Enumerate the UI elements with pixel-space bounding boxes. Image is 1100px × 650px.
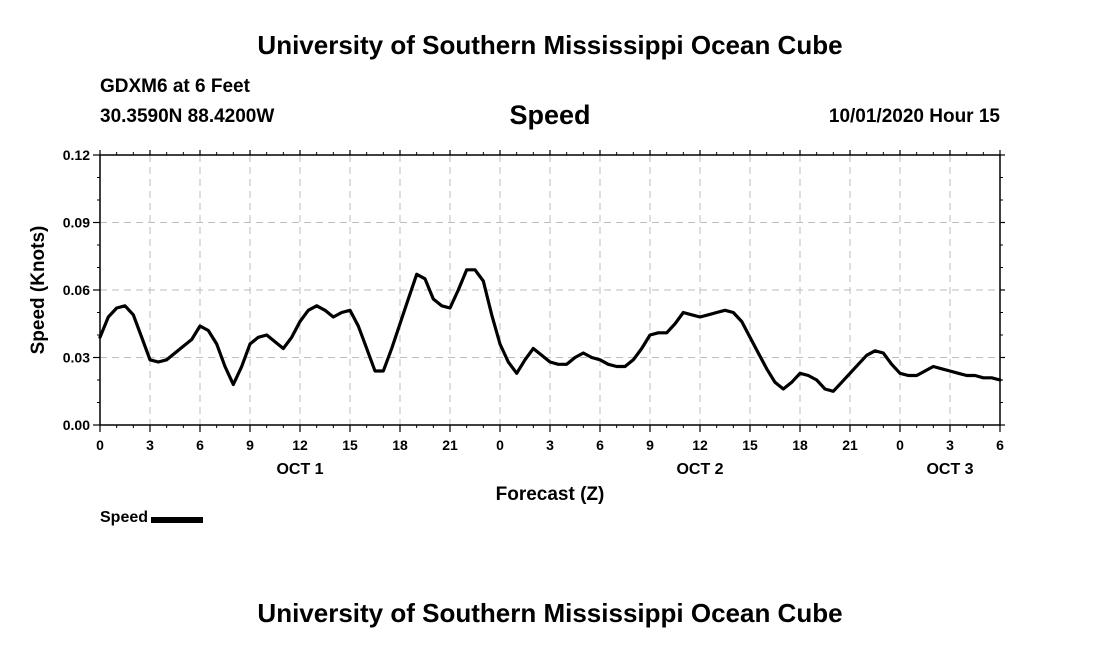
legend: Speed: [100, 509, 204, 527]
series-line-speed: [98, 268, 1002, 393]
legend-swatch: [151, 517, 204, 523]
legend-label: Speed: [100, 509, 149, 526]
station-name: GDXM6 at 6 Feet: [100, 76, 250, 97]
x-tick-label: 3: [546, 437, 554, 453]
x-tick-label: 0: [496, 437, 504, 453]
station-coordinates: 30.3590N 88.4200W: [100, 106, 275, 127]
day-label: OCT 3: [926, 461, 973, 478]
x-tick-label: 18: [792, 437, 808, 453]
title-top: University of Southern Mississippi Ocean…: [257, 30, 843, 60]
grid: [100, 155, 1000, 425]
run-time: 10/01/2020 Hour 15: [828, 106, 1000, 127]
day-label: OCT 2: [676, 461, 723, 478]
x-tick-label: 0: [96, 437, 104, 453]
chart-title: Speed: [509, 100, 591, 130]
x-tick-label: 15: [342, 437, 358, 453]
y-tick-label: 0.03: [63, 350, 90, 366]
day-label: OCT 1: [276, 461, 323, 478]
y-tick-label: 0.12: [63, 147, 90, 163]
x-tick-label: 6: [996, 437, 1004, 453]
axis-ticks: [93, 150, 1005, 432]
y-tick-label: 0.00: [63, 417, 90, 433]
x-tick-label: 9: [246, 437, 254, 453]
x-tick-label: 15: [742, 437, 758, 453]
y-tick-label: 0.09: [63, 215, 90, 231]
x-tick-label: 0: [896, 437, 904, 453]
y-axis-label: Speed (Knots): [28, 226, 49, 355]
x-axis-label: Forecast (Z): [496, 484, 605, 505]
x-tick-label: 12: [692, 437, 708, 453]
series-group: [98, 268, 1002, 393]
x-tick-label: 18: [392, 437, 408, 453]
plot-frame: [99, 154, 1001, 426]
x-tick-label: 3: [146, 437, 154, 453]
title-bottom: University of Southern Mississippi Ocean…: [257, 598, 843, 628]
x-tick-label: 21: [442, 437, 458, 453]
x-tick-label: 6: [596, 437, 604, 453]
y-tick-label: 0.06: [63, 282, 90, 298]
x-tick-label: 21: [842, 437, 858, 453]
x-tick-label: 9: [646, 437, 654, 453]
x-tick-label: 6: [196, 437, 204, 453]
x-tick-label: 3: [946, 437, 954, 453]
tick-labels: 0 3 6 9 12 15 18 21 0 3 6 9 12 15 18 21 0 3 6 0.00 0.03 0.06 0…: [63, 147, 1004, 478]
x-tick-label: 12: [292, 437, 308, 453]
